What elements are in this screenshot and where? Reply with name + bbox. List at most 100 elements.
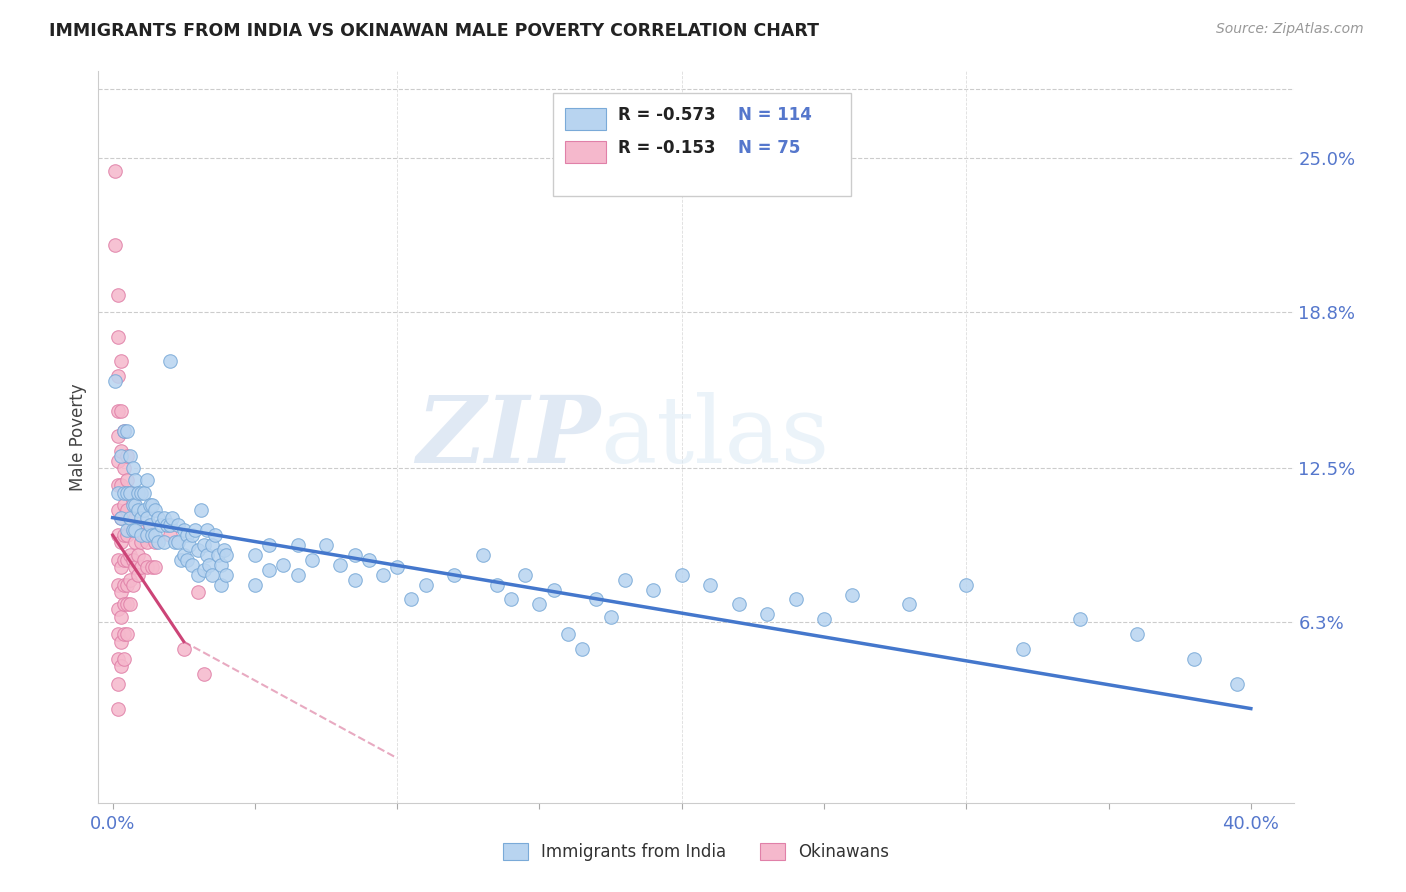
Point <box>127 548 149 562</box>
Point <box>215 548 238 562</box>
Point <box>209 577 232 591</box>
Point <box>343 573 366 587</box>
Point <box>756 607 779 622</box>
Point <box>110 443 132 458</box>
Point <box>107 429 129 443</box>
Point <box>112 486 135 500</box>
Point <box>107 503 129 517</box>
Point <box>112 598 135 612</box>
Point <box>107 453 129 467</box>
Point <box>173 523 195 537</box>
Point <box>529 598 551 612</box>
Point <box>329 558 352 572</box>
Point <box>104 238 127 252</box>
Point <box>107 677 129 691</box>
Point <box>257 538 280 552</box>
Point <box>107 528 129 542</box>
Point <box>121 461 143 475</box>
Point <box>115 577 138 591</box>
Point <box>118 598 141 612</box>
Point <box>124 523 146 537</box>
Point <box>110 510 132 524</box>
Point <box>110 560 132 574</box>
Point <box>181 558 204 572</box>
Point <box>150 518 173 533</box>
Point <box>107 404 129 418</box>
Text: IMMIGRANTS FROM INDIA VS OKINAWAN MALE POVERTY CORRELATION CHART: IMMIGRANTS FROM INDIA VS OKINAWAN MALE P… <box>49 22 820 40</box>
Point <box>143 528 166 542</box>
Point <box>115 503 138 517</box>
Point <box>107 478 129 492</box>
Point <box>141 560 163 574</box>
Point <box>112 652 135 666</box>
Point <box>129 535 152 549</box>
Point <box>110 634 132 648</box>
Point <box>671 567 693 582</box>
Point <box>301 553 323 567</box>
Point <box>1126 627 1149 641</box>
Point <box>212 542 235 557</box>
Point <box>110 510 132 524</box>
Point <box>127 523 149 537</box>
Point <box>699 577 721 591</box>
Point <box>153 535 176 549</box>
Point <box>121 493 143 508</box>
Point <box>112 424 135 438</box>
Point <box>143 503 166 517</box>
Point <box>841 588 863 602</box>
Point <box>124 560 146 574</box>
Point <box>187 567 209 582</box>
Point <box>121 577 143 591</box>
Point <box>118 486 141 500</box>
Point <box>167 535 190 549</box>
Point <box>132 486 155 500</box>
Point <box>107 627 129 641</box>
Point <box>110 659 132 673</box>
Point <box>173 642 195 657</box>
Point <box>190 503 212 517</box>
Point <box>138 518 160 533</box>
Point <box>204 528 226 542</box>
Text: ZIP: ZIP <box>416 392 600 482</box>
Point <box>104 374 127 388</box>
FancyBboxPatch shape <box>565 108 606 130</box>
Point <box>143 560 166 574</box>
Point <box>110 478 132 492</box>
Point <box>107 369 129 384</box>
Point <box>127 503 149 517</box>
Point <box>112 528 135 542</box>
Point <box>193 563 215 577</box>
Point <box>112 424 135 438</box>
Point <box>132 553 155 567</box>
Point <box>141 528 163 542</box>
Text: R = -0.153: R = -0.153 <box>619 139 716 157</box>
Point <box>727 598 749 612</box>
Point <box>112 627 135 641</box>
Point <box>159 518 181 533</box>
Point <box>118 573 141 587</box>
Point <box>110 404 132 418</box>
Point <box>315 538 337 552</box>
Point <box>141 498 163 512</box>
Point <box>153 510 176 524</box>
Point <box>107 602 129 616</box>
Point <box>257 563 280 577</box>
Point <box>148 535 170 549</box>
Point <box>110 535 132 549</box>
Point <box>115 528 138 542</box>
Point <box>599 610 621 624</box>
Point <box>371 567 394 582</box>
Point <box>107 329 129 343</box>
Point <box>115 486 138 500</box>
Point <box>485 577 508 591</box>
Point <box>170 553 193 567</box>
Point <box>209 558 232 572</box>
Point <box>107 577 129 591</box>
Point <box>571 642 593 657</box>
Point <box>585 592 607 607</box>
Point <box>124 535 146 549</box>
Point <box>148 510 170 524</box>
Point <box>187 542 209 557</box>
Point <box>110 585 132 599</box>
Point <box>173 548 195 562</box>
